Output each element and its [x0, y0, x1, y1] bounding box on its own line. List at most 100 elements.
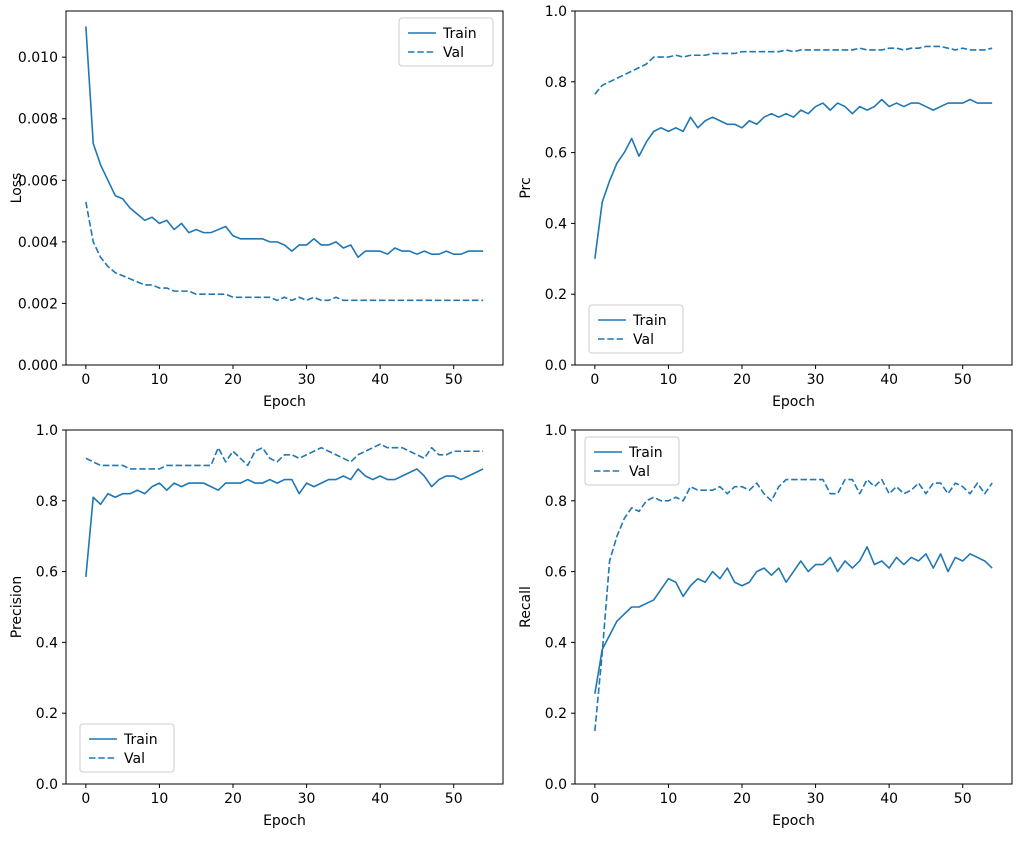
- x-tick-label: 50: [445, 372, 463, 388]
- x-axis-label: Epoch: [772, 813, 815, 829]
- legend-label: Val: [633, 332, 654, 348]
- y-tick-label: 0.0: [545, 358, 567, 374]
- recall-val-line: [594, 478, 993, 731]
- y-tick-label: 0.6: [545, 146, 567, 162]
- prc-plot: 0 10 20 30 40 50 0.0 0.2 0.4 0.6 0.8 1.0 Epoch Prc Tra…: [518, 4, 1013, 410]
- recall-plot: 0 10 20 30 40 50 0.0 0.2 0.4 0.6 0.8 1.0 Epoch Recall…: [518, 423, 1013, 829]
- legend: Train Val: [398, 17, 494, 67]
- legend-frame: [398, 17, 494, 67]
- chart-precision: 0 10 20 30 40 50 0.0 0.2 0.4 0.6 0.8 1.0 Epoch Precis…: [0, 419, 509, 838]
- y-tick-label: 0.4: [545, 635, 567, 651]
- legend-label: Val: [124, 751, 145, 767]
- x-axis: 0 10 20 30 40 50: [590, 784, 972, 807]
- x-tick-label: 10: [660, 791, 678, 807]
- legend: Train Val: [588, 304, 684, 354]
- recall-train-line: [594, 546, 993, 694]
- x-tick-label: 30: [298, 791, 316, 807]
- y-tick-label: 0.0: [36, 777, 58, 793]
- x-tick-label: 40: [880, 791, 898, 807]
- plot-frame: [574, 10, 1013, 366]
- legend-label: Train: [442, 26, 477, 42]
- x-tick-label: 20: [224, 791, 242, 807]
- x-tick-label: 10: [151, 372, 169, 388]
- x-tick-label: 20: [224, 372, 242, 388]
- chart-loss: 0 10 20 30 40 50 0.000 0.002 0.004 0.006 0.008 0.01…: [0, 0, 509, 419]
- legend-frame: [588, 304, 684, 354]
- y-tick-label: 0.2: [545, 287, 567, 303]
- chart-prc: 0 10 20 30 40 50 0.0 0.2 0.4 0.6 0.8 1.0 Epoch Prc Tra…: [509, 0, 1018, 419]
- plot-frame: [574, 429, 1013, 785]
- loss-plot: 0 10 20 30 40 50 0.000 0.002 0.004 0.006 0.008 0.01…: [9, 10, 504, 410]
- y-tick-label: 0.006: [18, 173, 58, 189]
- chart-recall: 0 10 20 30 40 50 0.0 0.2 0.4 0.6 0.8 1.0 Epoch Recall…: [509, 419, 1018, 838]
- legend: Train Val: [79, 723, 175, 773]
- x-tick-label: 20: [733, 372, 751, 388]
- x-tick-label: 50: [954, 791, 972, 807]
- y-tick-label: 0.2: [545, 706, 567, 722]
- y-axis-label: Precision: [9, 576, 25, 638]
- x-tick-label: 0: [590, 372, 599, 388]
- y-axis: 0.0 0.2 0.4 0.6 0.8 1.0: [545, 4, 575, 374]
- x-axis: 0 10 20 30 40 50: [590, 365, 972, 388]
- y-tick-label: 0.8: [545, 494, 567, 510]
- y-tick-label: 1.0: [36, 423, 58, 439]
- y-axis: 0.0 0.2 0.4 0.6 0.8 1.0: [545, 423, 575, 793]
- y-tick-label: 0.000: [18, 358, 58, 374]
- legend-label: Train: [123, 732, 158, 748]
- precision-val-line: [85, 443, 484, 470]
- legend-frame: [584, 436, 680, 486]
- x-tick-label: 40: [880, 372, 898, 388]
- legend-frame: [79, 723, 175, 773]
- legend: Train Val: [584, 436, 680, 486]
- y-tick-label: 0.2: [36, 706, 58, 722]
- legend-label: Train: [632, 313, 667, 329]
- plot-frame: [65, 429, 504, 785]
- y-tick-label: 0.008: [18, 112, 58, 128]
- x-tick-label: 30: [298, 372, 316, 388]
- loss-val-line: [85, 201, 484, 302]
- loss-train-line: [85, 26, 484, 259]
- y-tick-label: 0.4: [36, 635, 58, 651]
- precision-train-line: [85, 468, 484, 577]
- x-axis: 0 10 20 30 40 50: [81, 365, 463, 388]
- plot-frame: [65, 10, 504, 366]
- x-tick-label: 10: [151, 791, 169, 807]
- x-tick-label: 0: [81, 372, 90, 388]
- x-tick-label: 50: [445, 791, 463, 807]
- x-tick-label: 40: [371, 791, 389, 807]
- legend-label: Val: [443, 45, 464, 61]
- x-axis: 0 10 20 30 40 50: [81, 784, 463, 807]
- x-axis-label: Epoch: [263, 813, 306, 829]
- x-tick-label: 20: [733, 791, 751, 807]
- y-axis-label: Prc: [518, 177, 534, 198]
- y-tick-label: 0.8: [36, 494, 58, 510]
- y-axis: 0.0 0.2 0.4 0.6 0.8 1.0: [36, 423, 66, 793]
- y-tick-label: 0.0: [545, 777, 567, 793]
- x-tick-label: 0: [81, 791, 90, 807]
- y-tick-label: 1.0: [545, 4, 567, 20]
- y-tick-label: 0.010: [18, 50, 58, 66]
- legend-label: Train: [628, 445, 663, 461]
- y-tick-label: 0.8: [545, 75, 567, 91]
- x-tick-label: 0: [590, 791, 599, 807]
- y-axis-label: Recall: [518, 586, 534, 628]
- y-axis-label: Loss: [9, 173, 25, 204]
- y-tick-label: 1.0: [545, 423, 567, 439]
- x-tick-label: 30: [807, 791, 825, 807]
- y-axis: 0.000 0.002 0.004 0.006 0.008 0.010: [18, 50, 66, 374]
- x-tick-label: 30: [807, 372, 825, 388]
- prc-train-line: [594, 98, 993, 259]
- y-tick-label: 0.002: [18, 296, 58, 312]
- x-tick-label: 40: [371, 372, 389, 388]
- x-tick-label: 50: [954, 372, 972, 388]
- x-axis-label: Epoch: [263, 394, 306, 410]
- x-tick-label: 10: [660, 372, 678, 388]
- x-axis-label: Epoch: [772, 394, 815, 410]
- y-tick-label: 0.004: [18, 235, 58, 251]
- y-tick-label: 0.6: [545, 565, 567, 581]
- y-tick-label: 0.6: [36, 565, 58, 581]
- prc-val-line: [594, 45, 993, 95]
- precision-plot: 0 10 20 30 40 50 0.0 0.2 0.4 0.6 0.8 1.0 Epoch Precis…: [9, 423, 504, 829]
- legend-label: Val: [629, 464, 650, 480]
